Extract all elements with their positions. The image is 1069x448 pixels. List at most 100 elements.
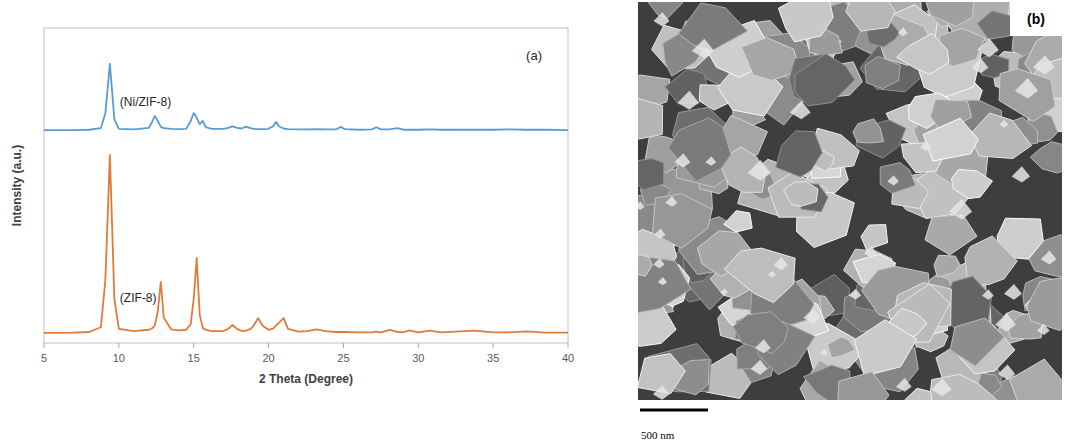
figure: 5101520253035402 Theta (Degree)Intensity…	[0, 0, 1069, 448]
sem-flake	[849, 289, 861, 300]
sem-flake	[653, 385, 670, 400]
sem-grain	[853, 119, 884, 143]
sem-flake	[920, 141, 931, 151]
sem-flake	[995, 313, 1016, 331]
x-tick-label: 35	[487, 352, 499, 364]
plot-frame	[44, 28, 568, 343]
sem-flake	[654, 12, 670, 26]
sem-flake	[896, 378, 912, 392]
series-lines	[44, 64, 568, 333]
sem-flake	[887, 175, 899, 185]
sem-grain	[724, 211, 752, 232]
sem-grain	[733, 312, 788, 354]
sem-grain	[880, 163, 915, 194]
x-tick-label: 30	[412, 352, 424, 364]
sem-flake	[755, 339, 771, 353]
x-tick	[44, 343, 45, 348]
sem-grain	[854, 320, 916, 376]
sem-flake	[705, 156, 716, 166]
sem-flake	[971, 58, 988, 73]
x-tick	[493, 343, 494, 348]
sem-grain	[638, 159, 664, 190]
sem-grain	[795, 54, 855, 106]
sem-flake	[1015, 78, 1038, 99]
sem-flake	[998, 365, 1015, 380]
xrd-line	[44, 155, 568, 333]
sem-flake	[820, 349, 828, 356]
panel-label-box	[1010, 2, 1062, 36]
sem-grain	[784, 182, 818, 207]
sem-flake	[773, 257, 788, 270]
sem-grain	[638, 255, 652, 276]
sem-background	[638, 2, 1062, 400]
sem-flake	[747, 160, 770, 181]
x-tick-label: 20	[262, 352, 274, 364]
sem-grain	[934, 255, 960, 277]
sem-flake	[1012, 166, 1030, 182]
sem-flake	[720, 288, 728, 295]
x-tick-label: 15	[188, 352, 200, 364]
sem-grain	[865, 56, 900, 88]
sem-flake	[638, 201, 645, 210]
sem-grain	[828, 337, 856, 358]
sem-flake	[1037, 324, 1050, 335]
sem-grain	[925, 2, 974, 26]
x-tick	[118, 343, 119, 348]
sem-grain	[724, 248, 795, 303]
sem-grain	[1010, 359, 1062, 400]
sem-flake	[653, 258, 664, 268]
xrd-line	[44, 64, 568, 130]
scale-bar	[640, 409, 708, 412]
sem-flake	[949, 199, 972, 220]
sem-grain	[925, 215, 977, 255]
x-tick	[418, 343, 419, 348]
sem-grain	[897, 33, 949, 74]
sem-grain	[838, 372, 889, 400]
x-axis-title: 2 Theta (Degree)	[259, 372, 353, 386]
sem-grain	[923, 118, 978, 161]
sem-grain	[638, 255, 691, 314]
sem-grain	[668, 118, 731, 181]
sem-grain	[778, 2, 833, 42]
sem-grain	[952, 169, 993, 198]
x-tick-label: 5	[41, 352, 47, 364]
x-tick	[343, 343, 344, 348]
sem-grain	[768, 172, 828, 217]
x-tick-label: 10	[113, 352, 125, 364]
sem-flake	[658, 277, 667, 285]
sem-flake	[898, 27, 908, 36]
sem-flake	[804, 308, 821, 323]
sem-flake	[654, 229, 665, 239]
x-tick	[568, 343, 569, 348]
sem-flake	[678, 91, 699, 110]
sem-grain	[999, 69, 1055, 122]
panel-b: (b) 500 nm	[606, 0, 1069, 441]
sem-grain	[653, 194, 713, 249]
sem-grain	[929, 374, 997, 400]
series-label: (Ni/ZIF-8)	[120, 95, 171, 109]
sem-flake	[982, 289, 994, 299]
panel-label: (b)	[1027, 11, 1045, 27]
sem-grain	[1030, 142, 1062, 173]
sem-grain	[969, 113, 1031, 159]
sem-grain	[776, 131, 823, 177]
sem-grain	[905, 388, 933, 400]
panel-label: (a)	[526, 48, 542, 63]
sem-grain	[1027, 278, 1062, 331]
sem-flake	[665, 196, 677, 207]
sem-flake	[692, 39, 714, 59]
sem-grain	[861, 225, 888, 250]
scale-bar-label: 500 nm	[641, 429, 675, 441]
x-tick	[268, 343, 269, 348]
y-axis-title: Intensity (a.u.)	[10, 145, 24, 226]
series-label: (ZIF-8)	[120, 291, 157, 305]
x-tick-label: 40	[562, 352, 574, 364]
sem-grain	[846, 2, 896, 31]
sem-flake	[1041, 251, 1057, 265]
sem-flake	[768, 270, 776, 277]
sem-flake	[1004, 284, 1022, 300]
sem-grain	[663, 34, 703, 76]
sem-grain	[638, 98, 663, 140]
sem-flake	[864, 246, 877, 258]
sem-flake	[674, 153, 690, 167]
